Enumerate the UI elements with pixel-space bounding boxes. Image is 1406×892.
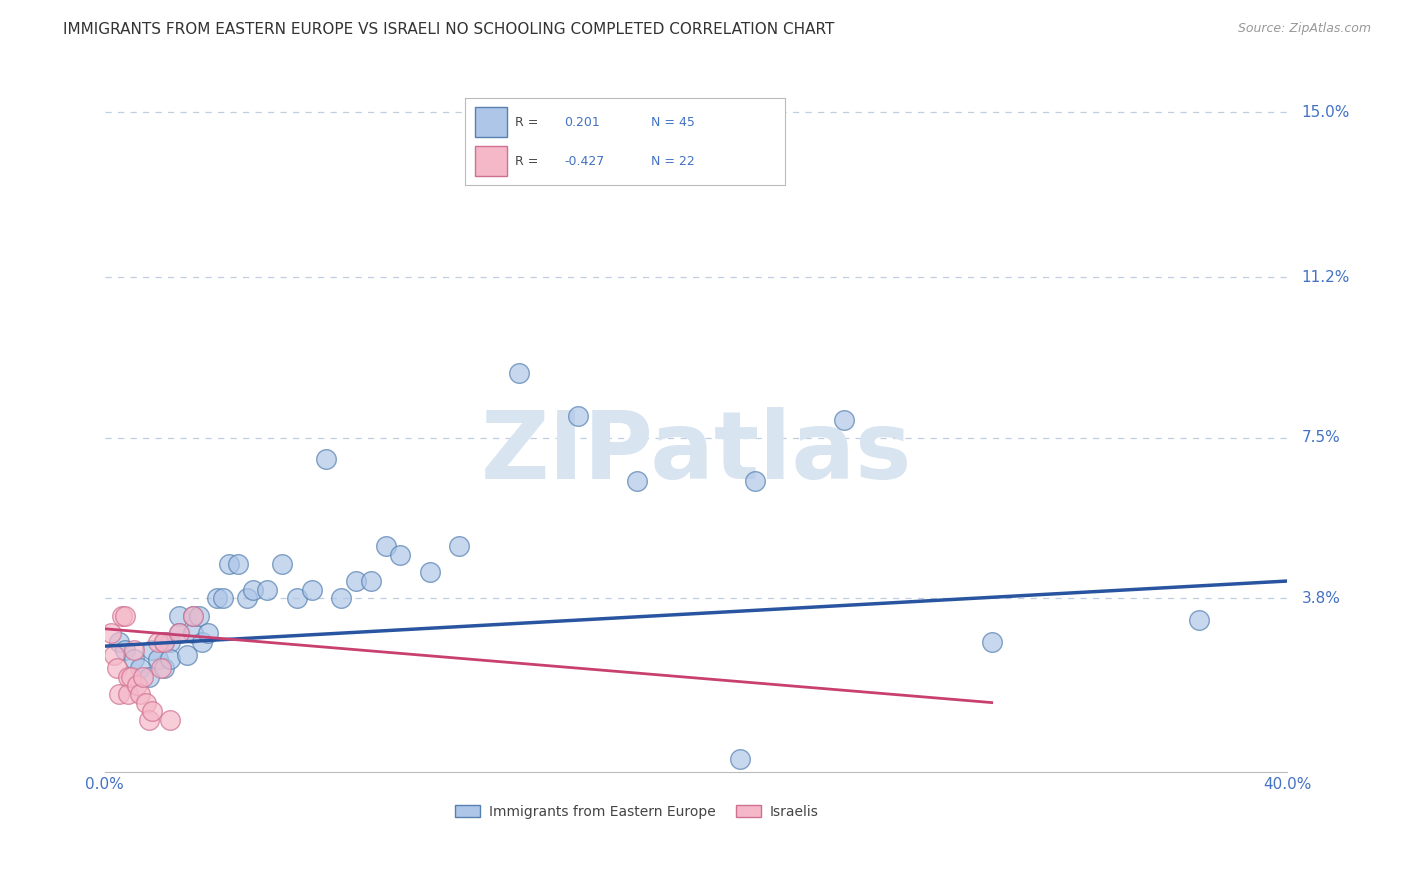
Text: IMMIGRANTS FROM EASTERN EUROPE VS ISRAELI NO SCHOOLING COMPLETED CORRELATION CHA: IMMIGRANTS FROM EASTERN EUROPE VS ISRAEL… [63, 22, 835, 37]
Point [242, 582, 264, 597]
Point [271, 557, 294, 571]
Point [159, 713, 181, 727]
Point [114, 608, 136, 623]
Text: Source: ZipAtlas.com: Source: ZipAtlas.com [1237, 22, 1371, 36]
Point [256, 582, 278, 597]
Point [205, 591, 228, 606]
Point [108, 635, 131, 649]
Point [146, 635, 169, 649]
Point [191, 635, 214, 649]
Point [117, 669, 139, 683]
Point [626, 474, 648, 488]
Point [122, 643, 145, 657]
Point [183, 626, 205, 640]
Point [567, 409, 589, 423]
Point [105, 661, 128, 675]
Text: 11.2%: 11.2% [1302, 269, 1350, 285]
Point [129, 661, 152, 675]
Point [122, 652, 145, 666]
Point [111, 608, 134, 623]
Point [167, 608, 190, 623]
Point [159, 635, 181, 649]
Point [212, 591, 235, 606]
Point [1188, 613, 1211, 627]
Point [183, 608, 205, 623]
Point [108, 687, 131, 701]
Point [176, 648, 198, 662]
Point [103, 648, 125, 662]
Text: 7.5%: 7.5% [1302, 430, 1340, 445]
Point [100, 626, 122, 640]
Point [120, 669, 142, 683]
Point [285, 591, 308, 606]
Point [117, 687, 139, 701]
Point [153, 635, 176, 649]
Point [218, 557, 240, 571]
Legend: Immigrants from Eastern Europe, Israelis: Immigrants from Eastern Europe, Israelis [450, 799, 824, 824]
Text: ZIPatlas: ZIPatlas [481, 407, 911, 499]
Point [114, 643, 136, 657]
Point [183, 608, 205, 623]
Point [508, 366, 530, 380]
Point [374, 539, 396, 553]
Point [141, 704, 163, 718]
Point [132, 669, 155, 683]
Point [389, 548, 412, 562]
Point [419, 566, 441, 580]
Point [197, 626, 219, 640]
Point [360, 574, 382, 588]
Point [980, 635, 1002, 649]
Point [449, 539, 471, 553]
Point [129, 687, 152, 701]
Text: 15.0%: 15.0% [1302, 104, 1350, 120]
Point [153, 635, 176, 649]
Point [138, 713, 160, 727]
Text: 3.8%: 3.8% [1302, 591, 1340, 606]
Point [146, 652, 169, 666]
Point [153, 661, 176, 675]
Point [127, 678, 149, 692]
Point [138, 669, 160, 683]
Point [159, 652, 181, 666]
Point [141, 643, 163, 657]
Point [188, 608, 211, 623]
Point [149, 661, 172, 675]
Point [135, 696, 157, 710]
Point [235, 591, 257, 606]
Point [167, 626, 190, 640]
Point [315, 452, 337, 467]
Point [330, 591, 353, 606]
Point [226, 557, 249, 571]
Point [301, 582, 323, 597]
Point [832, 413, 855, 427]
Point [167, 626, 190, 640]
Point [744, 474, 766, 488]
Point [730, 752, 752, 766]
Point [344, 574, 367, 588]
